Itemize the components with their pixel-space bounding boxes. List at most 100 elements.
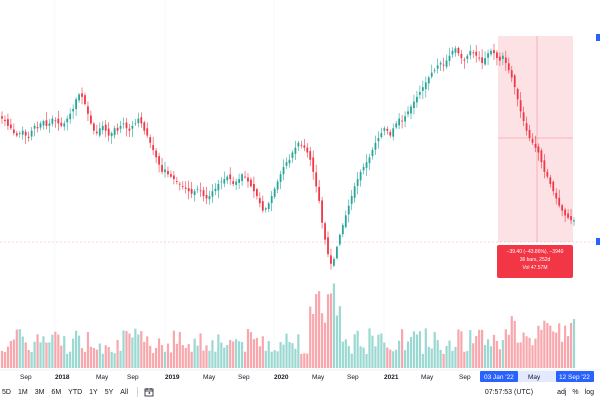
axis-label-sep-2020: Sep [347,374,359,381]
volume-bar [24,342,27,368]
candle-body [341,225,344,235]
candle-body [226,176,229,181]
volume-bar [472,343,475,368]
candle-body [45,120,48,126]
log-scale-toggle[interactable]: log [584,388,594,396]
date-range-buttons: 5D 1M 3M 6M YTD 1Y 5Y All [0,389,135,396]
volume-bar [534,338,537,368]
candle-body [95,131,98,134]
volume-bar [252,339,256,368]
range-button-5y[interactable]: 5Y [104,388,114,396]
candle-body [72,108,75,112]
volume-bar [350,353,353,368]
candle-body [90,115,92,124]
volume-bar [196,345,199,368]
range-button-ytd[interactable]: YTD [68,388,83,396]
time-axis-selection-start[interactable] [480,371,518,382]
candle-body [330,255,332,264]
candle-body [250,179,252,187]
candle-body [104,124,107,131]
candle-body [122,123,125,125]
volume-bar [166,343,170,368]
volume-bar [403,350,407,368]
volume-bar [483,345,487,368]
candle-body [244,176,246,178]
candlesticks [1,43,575,270]
volume-bar [424,328,427,368]
candle-body [229,174,232,180]
volume-bar [332,283,336,368]
candle-body [555,192,558,199]
utc-clock[interactable]: 07:57:53 (UTC) [484,388,534,396]
volume-bar [125,330,128,368]
candle-body [359,171,362,181]
candle-body [321,200,323,223]
candle-body [125,122,128,129]
volume-bar [398,340,401,368]
candle-body [318,186,321,201]
candle-body [475,51,478,56]
candle-body [116,127,119,131]
candle-body [146,128,149,136]
volume-bar [63,336,66,368]
candle-body [448,55,451,61]
adjust-toggle[interactable]: adj [557,388,567,396]
volume-bar [232,341,235,368]
volume-bar [448,340,451,368]
volume-bar [246,329,250,368]
volume-bar [439,349,442,368]
candle-body [110,133,113,137]
candle-body [442,64,445,66]
volume-bar [451,350,454,368]
candle-body [232,181,235,184]
candle-body [255,189,258,197]
candle-body [327,237,329,255]
volume-bar [160,345,164,368]
volume-bar [116,339,119,368]
volume-bar [395,349,398,368]
volume-bar [489,346,493,368]
candle-body [164,169,166,173]
candle-body [42,121,45,126]
time-axis[interactable]: Sep 2018 May Sep 2019 May Sep 2020 May S… [0,369,600,382]
volume-bar [72,338,75,368]
candle-body [149,137,152,143]
range-button-all[interactable]: All [120,388,129,396]
volume-bar [237,341,241,368]
volume-bar [291,343,294,368]
candle-body [51,118,54,124]
candle-body [528,129,531,138]
volume-bar [113,353,116,368]
candle-body [291,152,294,158]
candle-body [344,215,347,228]
candle-body [199,190,202,192]
candle-body [107,128,110,136]
volume-bar [33,341,36,368]
candle-body [561,205,564,211]
range-button-5d[interactable]: 5D [2,388,11,396]
time-axis-selection-end[interactable] [556,371,594,382]
candle-body [324,223,326,240]
candle-body [499,56,501,61]
volume-bar [57,334,60,368]
percent-scale-toggle[interactable]: % [572,388,579,396]
axis-label-2021: 2021 [384,374,399,381]
candle-body [128,128,131,131]
range-button-1m[interactable]: 1M [17,388,28,396]
volume-bar [169,352,173,368]
candle-body [155,150,158,158]
candle-body [217,183,220,191]
volume-bar [549,325,552,368]
axis-selection-mid-label: May [528,374,541,381]
candle-body [131,125,134,129]
calendar-goto-icon[interactable] [144,387,154,397]
candle-body [427,77,430,84]
range-button-6m[interactable]: 6M [51,388,62,396]
volume-bar [306,353,309,368]
range-button-1y[interactable]: 1Y [89,388,98,396]
volume-bar [320,313,324,368]
volume-bar [469,330,472,368]
range-button-3m[interactable]: 3M [34,388,45,396]
candle-body [558,197,561,206]
